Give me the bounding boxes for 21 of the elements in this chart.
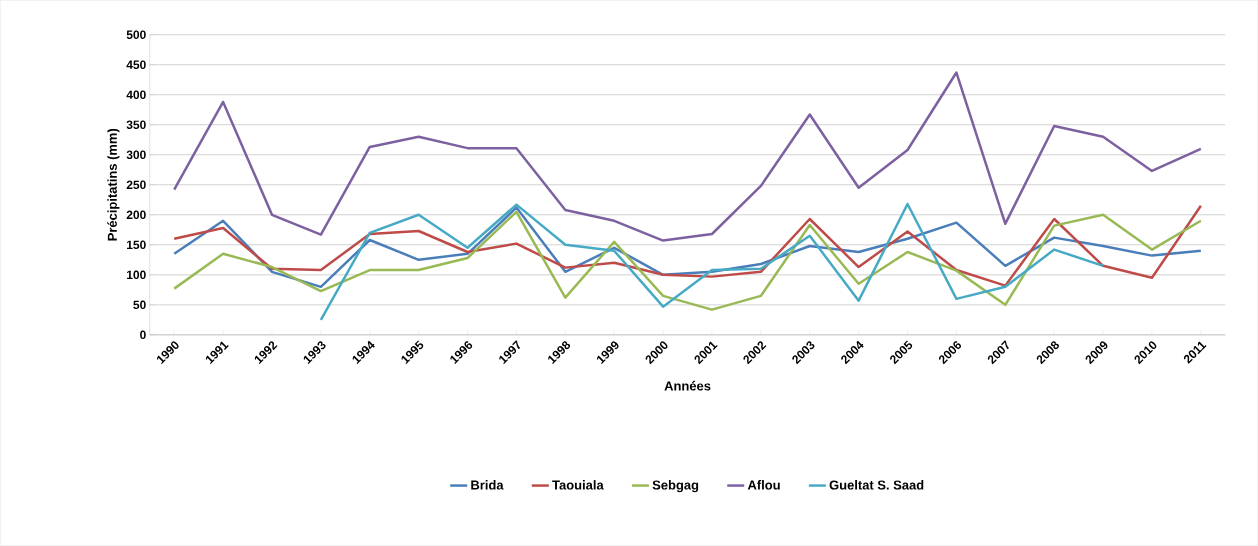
legend-label: Brida — [471, 480, 504, 490]
y-tick-label: 400 — [126, 90, 146, 100]
y-tick-label: 200 — [126, 210, 146, 220]
y-tick-label: 0 — [140, 330, 146, 340]
line-series — [172, 210, 1203, 312]
line-series — [172, 71, 1203, 243]
y-tick-label: 300 — [126, 150, 146, 160]
legend-label: Aflou — [747, 480, 780, 490]
y-tick-label: 50 — [133, 300, 146, 310]
x-axis-title: Années — [664, 381, 711, 391]
y-tick-label: 350 — [126, 120, 146, 130]
line-series — [319, 202, 1105, 322]
y-tick-label: 250 — [126, 180, 146, 190]
y-tick-label: 100 — [127, 270, 146, 280]
y-axis-title: Précipitatins (mm) — [107, 129, 120, 241]
y-tick-label: 150 — [127, 240, 146, 250]
legend-label: Gueltat S. Saad — [829, 480, 924, 490]
legend-label: Taouiala — [552, 480, 604, 490]
y-tick-label: 450 — [126, 60, 146, 70]
y-tick-label: 500 — [126, 30, 146, 40]
legend-label: Sebgag — [652, 480, 699, 493]
